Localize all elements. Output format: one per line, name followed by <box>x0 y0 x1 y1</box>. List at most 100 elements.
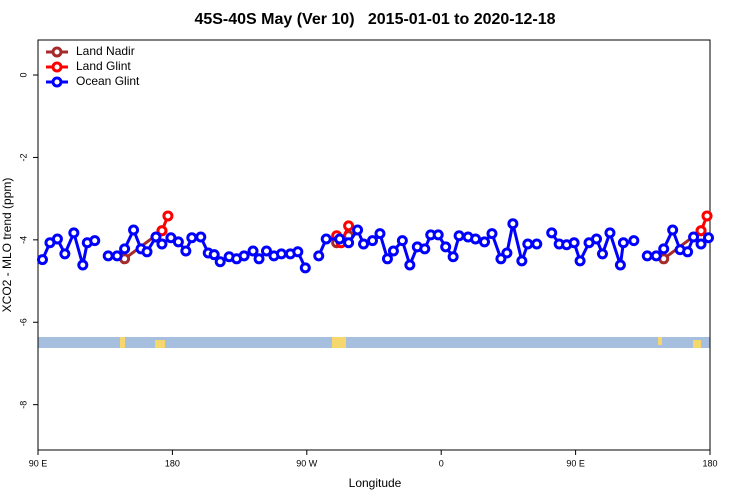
point <box>658 243 670 255</box>
point <box>238 250 250 262</box>
y-tick-label: -4 <box>18 236 28 244</box>
x-tick-label: 0 <box>439 458 444 468</box>
x-tick-label: 90 E <box>566 458 585 468</box>
land-patch <box>155 340 165 348</box>
point <box>51 233 63 245</box>
point <box>614 259 626 271</box>
point <box>703 232 715 244</box>
point <box>396 235 408 247</box>
point <box>695 238 707 250</box>
plot-frame <box>37 39 711 451</box>
legend-marker <box>51 76 63 88</box>
point <box>89 235 101 247</box>
point <box>617 237 629 249</box>
x-axis-label: Longitude <box>349 476 402 490</box>
point <box>596 248 608 260</box>
y-tick-label: -8 <box>18 401 28 409</box>
point <box>186 232 198 244</box>
point <box>214 256 226 268</box>
point <box>453 230 465 242</box>
point <box>299 262 311 274</box>
point <box>432 229 444 241</box>
point <box>247 245 259 257</box>
x-tick-label: 90 W <box>296 458 318 468</box>
point <box>591 233 603 245</box>
point <box>275 248 287 260</box>
point <box>447 251 459 263</box>
point <box>650 250 662 262</box>
point <box>479 236 491 248</box>
point <box>628 235 640 247</box>
point <box>343 220 355 232</box>
legend-label: Land Glint <box>76 59 131 73</box>
point <box>568 237 580 249</box>
point <box>507 218 519 230</box>
point <box>128 224 140 236</box>
point <box>531 238 543 250</box>
point <box>695 225 707 237</box>
point <box>156 225 168 237</box>
point <box>334 233 346 245</box>
point <box>381 253 393 265</box>
land-patch <box>332 337 346 348</box>
point <box>516 255 528 267</box>
legend-label: Land Nadir <box>76 44 135 58</box>
point <box>313 250 325 262</box>
legend-marker <box>51 61 63 73</box>
land-patch <box>120 337 125 348</box>
point <box>522 238 534 250</box>
point <box>367 235 379 247</box>
point <box>701 210 713 222</box>
point <box>501 247 513 259</box>
point <box>102 250 114 262</box>
point <box>667 224 679 236</box>
point <box>59 248 71 260</box>
point <box>119 243 131 255</box>
point <box>574 255 586 267</box>
point <box>320 233 332 245</box>
point <box>195 231 207 243</box>
y-tick-label: 0 <box>18 73 28 78</box>
legend-label: Ocean Glint <box>76 74 140 88</box>
point <box>162 210 174 222</box>
land-patch <box>693 340 701 348</box>
point <box>68 227 80 239</box>
y-tick-label: -2 <box>18 153 28 161</box>
point <box>688 231 700 243</box>
land-patch <box>658 337 662 345</box>
point <box>440 241 452 253</box>
ocean-band <box>38 337 710 348</box>
point <box>486 228 498 240</box>
point <box>156 238 168 250</box>
y-axis-label: XCO2 - MLO trend (ppm) <box>0 178 14 313</box>
point <box>374 228 386 240</box>
point <box>260 245 272 257</box>
point <box>208 249 220 261</box>
point <box>111 250 123 262</box>
x-tick-label: 180 <box>702 458 717 468</box>
point <box>150 231 162 243</box>
point <box>36 254 48 266</box>
y-tick-label: -6 <box>18 318 28 326</box>
point <box>641 250 653 262</box>
point <box>546 227 558 239</box>
point <box>358 238 370 250</box>
point <box>419 243 431 255</box>
point <box>682 246 694 258</box>
legend-marker <box>51 46 63 58</box>
land-strip <box>38 337 710 348</box>
point <box>387 245 399 257</box>
point <box>180 245 192 257</box>
point <box>470 233 482 245</box>
point <box>77 259 89 271</box>
x-tick-label: 180 <box>165 458 180 468</box>
point <box>292 246 304 258</box>
chart-title: 45S-40S May (Ver 10) 2015-01-01 to 2020-… <box>194 11 555 28</box>
point <box>404 259 416 271</box>
x-tick-label: 90 E <box>29 458 48 468</box>
point <box>172 236 184 248</box>
point <box>604 227 616 239</box>
point <box>253 253 265 265</box>
point <box>141 246 153 258</box>
